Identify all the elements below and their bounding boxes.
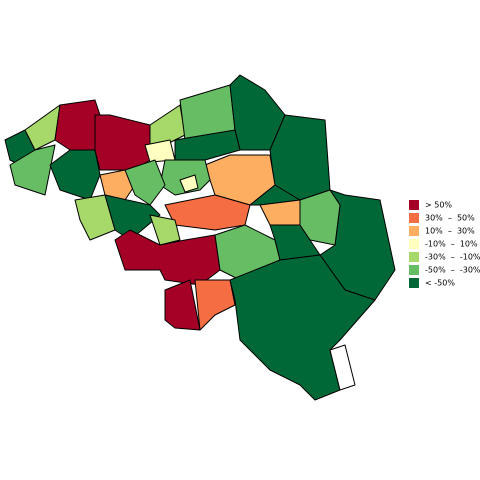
legend-swatch [409,252,419,262]
legend-swatch [409,265,419,275]
region [54,99,101,151]
region [174,129,241,161]
legend-swatch [409,226,419,236]
legend-swatch [409,278,419,288]
legend-label: -30% – -10% [425,253,480,262]
region [104,194,161,241]
regions [4,74,396,401]
legend-swatch [409,239,419,249]
region [164,279,201,331]
legend-swatch [409,200,419,210]
legend: > 50% 30% – 50% 10% – 30% -10% – 10% -30% – … [409,200,480,288]
region [299,189,341,246]
legend-swatch [409,213,419,223]
legend-label: -50% – -30% [425,266,480,275]
region [179,174,199,193]
legend-label: > 50% [425,201,452,210]
region [94,114,151,171]
region [149,214,181,246]
region [74,194,116,241]
legend-label: 10% – 30% [425,227,475,236]
region [49,149,101,201]
region [259,199,301,226]
region [99,169,136,201]
region [194,279,236,331]
legend-label: -10% – 10% [425,240,478,249]
region [9,144,56,196]
region [124,159,166,206]
region [329,344,356,391]
legend-label: < -50% [425,279,455,288]
legend-label: 30% – 50% [425,214,475,223]
